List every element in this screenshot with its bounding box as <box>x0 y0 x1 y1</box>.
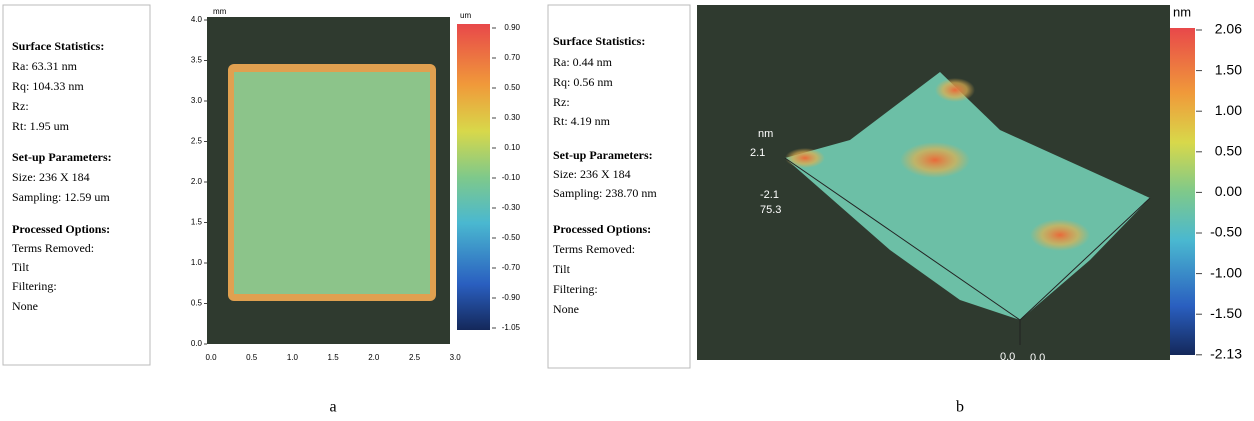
surface-peak <box>1030 219 1090 251</box>
stats-line: None <box>12 299 38 313</box>
y-tick-label: 1.5 <box>191 218 203 227</box>
colorbar-label: -0.70 <box>502 263 521 272</box>
colorbar-label: -1.05 <box>502 323 521 332</box>
colorbar-label: 1.00 <box>1215 102 1242 118</box>
image-label: nm <box>758 128 773 140</box>
colorbar-unit: um <box>460 11 471 20</box>
colorbar-label: -0.10 <box>502 173 521 182</box>
stats-heading: Surface Statistics: <box>553 34 645 48</box>
colorbar-label: 2.06 <box>1215 21 1242 37</box>
colorbar-label: -1.50 <box>1210 305 1242 321</box>
colorbar-label: 0.50 <box>504 83 520 92</box>
y-tick-label: 4.0 <box>191 15 203 24</box>
surface-peak <box>785 148 825 168</box>
y-tick-label: 1.0 <box>191 258 203 267</box>
colorbar-label: -1.00 <box>1210 264 1242 280</box>
colorbar-label: -0.50 <box>502 233 521 242</box>
stats-line: Tilt <box>12 260 30 274</box>
stats-heading: Processed Options: <box>553 222 651 236</box>
x-tick-label: 0.0 <box>205 353 217 362</box>
colorbar <box>1170 28 1195 355</box>
colorbar-label: 0.10 <box>504 143 520 152</box>
colorbar-label: 0.70 <box>504 53 520 62</box>
sample-surface <box>234 72 430 294</box>
x-tick-label: 2.0 <box>368 353 380 362</box>
colorbar-label: 1.50 <box>1215 61 1242 77</box>
stats-heading: Surface Statistics: <box>12 39 104 53</box>
colorbar-label: -0.50 <box>1210 224 1242 240</box>
colorbar-label: 0.00 <box>1215 183 1242 199</box>
colorbar <box>457 24 490 330</box>
stats-line: Size: 236 X 184 <box>12 170 90 184</box>
stats-line: Ra: 63.31 nm <box>12 59 78 73</box>
stats-line: Ra: 0.44 nm <box>553 55 613 69</box>
y-tick-label: 3.0 <box>191 96 203 105</box>
panel-label: b <box>956 399 964 416</box>
colorbar-label: 0.90 <box>504 23 520 32</box>
image-label: 2.1 <box>750 147 765 159</box>
stats-line: Sampling: 12.59 um <box>12 190 110 204</box>
y-tick-label: 2.5 <box>191 137 203 146</box>
surface-peak <box>900 142 970 178</box>
image-label: 75.3 <box>760 204 781 216</box>
colorbar-label: -0.30 <box>502 203 521 212</box>
x-tick-label: 0.5 <box>246 353 258 362</box>
y-tick-label: 3.5 <box>191 56 203 65</box>
stats-line: Terms Removed: <box>553 242 635 256</box>
y-tick-label: 2.0 <box>191 177 203 186</box>
x-tick-label: 3.0 <box>450 353 462 362</box>
y-tick-label: 0.5 <box>191 299 203 308</box>
colorbar-label: -0.90 <box>502 293 521 302</box>
stats-line: Rt: 4.19 nm <box>553 114 611 128</box>
stats-heading: Set-up Parameters: <box>553 148 653 162</box>
stats-line: Size: 236 X 184 <box>553 167 631 181</box>
panel-label: a <box>329 399 336 416</box>
x-tick-label: 1.5 <box>328 353 340 362</box>
figure: Surface Statistics: Ra: 63.31 nm Rq: 104.3… <box>0 0 1254 421</box>
colorbar-unit: nm <box>1173 4 1191 19</box>
image-label: 0.0 <box>1000 351 1015 363</box>
stats-heading: Processed Options: <box>12 222 110 236</box>
x-tick-label: 2.5 <box>409 353 421 362</box>
image-label: -2.1 <box>760 189 779 201</box>
stats-line: None <box>553 302 579 316</box>
stats-line: Rz: <box>12 99 29 113</box>
stats-line: Rq: 0.56 nm <box>553 75 613 89</box>
stats-heading: Set-up Parameters: <box>12 150 112 164</box>
stats-line: Sampling: 238.70 nm <box>553 186 657 200</box>
colorbar-label: 0.50 <box>1215 143 1242 159</box>
y-unit: mm <box>213 7 227 16</box>
stats-line: Terms Removed: <box>12 241 94 255</box>
colorbar-label: 0.30 <box>504 113 520 122</box>
stats-line: Rq: 104.33 nm <box>12 79 84 93</box>
colorbar-label: -2.13 <box>1210 346 1242 362</box>
x-unit: mm <box>452 333 466 342</box>
stats-line: Filtering: <box>553 282 598 296</box>
surface-peak <box>935 78 975 102</box>
x-tick-label: 1.0 <box>287 353 299 362</box>
stats-line: Rz: <box>553 95 570 109</box>
stats-line: Tilt <box>553 262 571 276</box>
image-label: 0.0 <box>1030 352 1045 364</box>
stats-line: Filtering: <box>12 279 57 293</box>
stats-line: Rt: 1.95 um <box>12 119 70 133</box>
y-tick-label: 0.0 <box>191 339 203 348</box>
